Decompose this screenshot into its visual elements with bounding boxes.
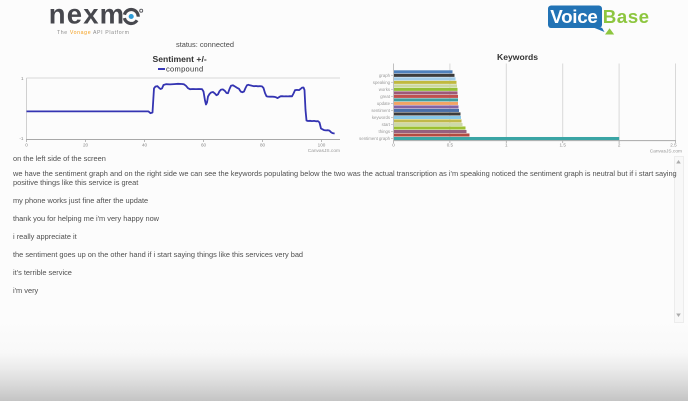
svg-text:The Vonage API Platform: The Vonage API Platform <box>57 30 130 36</box>
svg-text:2: 2 <box>618 143 621 148</box>
svg-text:works: works <box>379 87 390 92</box>
svg-text:0: 0 <box>392 143 395 148</box>
svg-text:2.5: 2.5 <box>670 143 677 148</box>
svg-text:40: 40 <box>142 143 148 148</box>
svg-text:Voice: Voice <box>550 6 597 27</box>
svg-text:update: update <box>377 101 391 106</box>
svg-text:sentiment graph: sentiment graph <box>359 136 390 141</box>
svg-text:keywords: keywords <box>372 115 390 120</box>
svg-text:80: 80 <box>260 143 266 148</box>
svg-text:60: 60 <box>201 143 207 148</box>
svg-text:start: start <box>382 122 391 127</box>
svg-text:CanvasJS.com: CanvasJS.com <box>650 149 682 155</box>
svg-text:speaking: speaking <box>373 80 391 85</box>
svg-text:100: 100 <box>318 143 326 148</box>
svg-text:Base: Base <box>603 6 650 27</box>
svg-text:CanvasJS.com: CanvasJS.com <box>308 148 340 154</box>
svg-text:1: 1 <box>21 76 24 81</box>
svg-text:0.5: 0.5 <box>447 143 454 148</box>
svg-text:things: things <box>379 129 390 134</box>
svg-text:graph: graph <box>379 73 391 78</box>
svg-text:nexm: nexm <box>49 0 125 29</box>
svg-text:great: great <box>380 94 391 99</box>
svg-text:sentiment: sentiment <box>371 108 390 113</box>
svg-text:1: 1 <box>505 143 508 148</box>
svg-text:1.5: 1.5 <box>560 143 567 148</box>
svg-text:-1: -1 <box>19 136 24 141</box>
svg-text:20: 20 <box>83 143 89 148</box>
svg-text:0: 0 <box>25 143 28 148</box>
